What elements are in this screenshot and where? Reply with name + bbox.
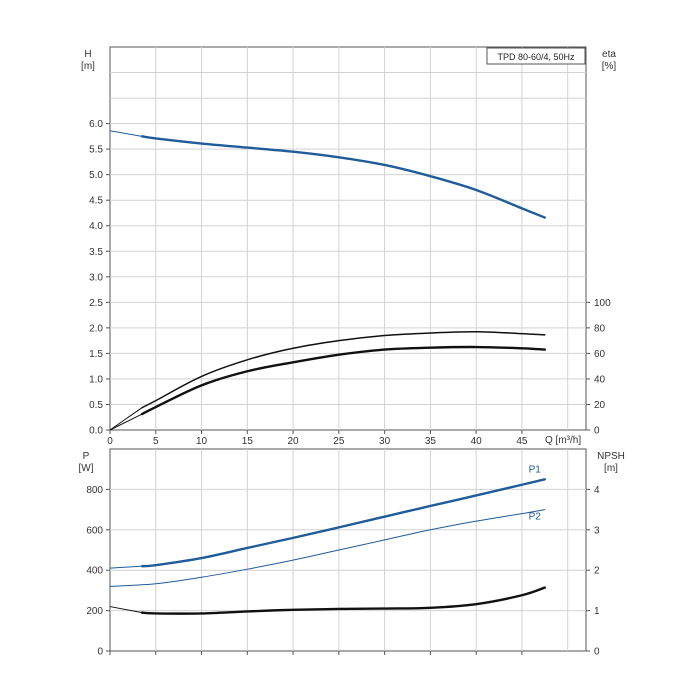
y-left-tick-label: 1.0 (89, 374, 103, 385)
y-left-tick-label: 3.0 (89, 272, 103, 283)
series-line-0 (140, 478, 547, 568)
chart-title-box: TPD 80-60/4, 50Hz (486, 47, 586, 65)
series-line-4 (109, 606, 143, 614)
series-label-p2: P2 (529, 512, 542, 523)
lower-panel: P1 P2 0 200 400 600 800 0 1 2 3 4 P [W] NPSH [m] (79, 448, 625, 658)
x-tick-label: 25 (333, 436, 345, 447)
y-right-tick-label: 100 (594, 298, 611, 309)
lower-grid (110, 449, 586, 651)
y-right-tick-label: 20 (594, 400, 606, 411)
y-right-label-line1: NPSH (597, 451, 625, 462)
y-right-tick-label: 0 (594, 647, 600, 658)
x-axis-label: Q [m³/h] (545, 435, 581, 446)
y-right-tick-label: 60 (594, 349, 606, 360)
y-left-tick-label: 6.0 (89, 119, 103, 130)
y-right-tick-label: 2 (594, 566, 600, 577)
series-label-p1: P1 (529, 464, 542, 475)
y-left-label-line2: [W] (79, 463, 94, 474)
series-line-3 (140, 586, 547, 615)
y-right-tick-label: 1 (594, 606, 600, 617)
y-right-label-line1: eta (602, 49, 616, 60)
series-line-2 (109, 509, 546, 587)
y-left-tick-label: 3.5 (89, 247, 103, 258)
series-line-2 (141, 330, 546, 409)
x-tick-label: 30 (379, 436, 391, 447)
chart-title: TPD 80-60/4, 50Hz (497, 52, 575, 62)
series-line-1 (109, 130, 143, 137)
x-tick-label: 40 (471, 436, 483, 447)
y-left-tick-label: 1.5 (89, 349, 103, 360)
y-left-label-line2: [m] (81, 61, 95, 72)
x-tick-label: 45 (516, 436, 528, 447)
y-left-tick-label: 4.5 (89, 196, 103, 207)
x-tick-label: 35 (425, 436, 437, 447)
series-line-1 (109, 565, 143, 569)
y-left-tick-label: 5.5 (89, 145, 103, 156)
y-left-tick-label: 600 (86, 525, 103, 536)
lower-series-group: P1 P2 (109, 464, 547, 615)
upper-panel: 0.0 0.5 1.0 1.5 2.0 2.5 3.0 3.5 4.0 4.5 5.0 5.5 6.0 0… (81, 46, 617, 447)
series-line-4 (140, 345, 547, 416)
series-line-3 (109, 407, 143, 431)
y-left-tick-label: 2.5 (89, 298, 103, 309)
y-left-tick-label: 2.0 (89, 323, 103, 334)
y-left-tick-label: 0 (97, 647, 103, 658)
y-left-tick-label: 0.5 (89, 400, 103, 411)
upper-series-group (109, 130, 547, 431)
y-left-tick-label: 4.0 (89, 221, 103, 232)
x-tick-label: 5 (153, 436, 159, 447)
x-tick-label: 15 (242, 436, 254, 447)
y-left-tick-label: 200 (86, 606, 103, 617)
y-right-label-line2: [%] (602, 61, 617, 72)
y-right-tick-label: 4 (594, 485, 600, 496)
x-tick-label: 20 (288, 436, 300, 447)
series-line-0 (140, 135, 547, 219)
y-right-label-line2: [m] (604, 463, 618, 474)
y-left-label-line1: P (83, 451, 90, 462)
lower-plot-frame (109, 448, 587, 652)
lower-axes: 0 200 400 600 800 0 1 2 3 4 (86, 485, 600, 658)
upper-plot-frame (109, 46, 587, 431)
upper-axes: 0.0 0.5 1.0 1.5 2.0 2.5 3.0 3.5 4.0 4.5 5.0 5.5 6.0 0… (89, 119, 611, 447)
x-tick-label: 0 (107, 436, 113, 447)
y-left-label-line1: H (84, 49, 91, 60)
y-left-tick-label: 0.0 (89, 426, 103, 437)
y-left-tick-label: 800 (86, 485, 103, 496)
y-right-tick-label: 3 (594, 525, 600, 536)
y-right-tick-label: 40 (594, 374, 606, 385)
y-right-tick-label: 80 (594, 323, 606, 334)
title-box-frame (486, 47, 586, 65)
x-tick-label: 10 (196, 436, 208, 447)
y-left-tick-label: 5.0 (89, 170, 103, 181)
y-right-tick-label: 0 (594, 426, 600, 437)
series-line-5 (109, 413, 143, 431)
y-left-tick-label: 400 (86, 566, 103, 577)
